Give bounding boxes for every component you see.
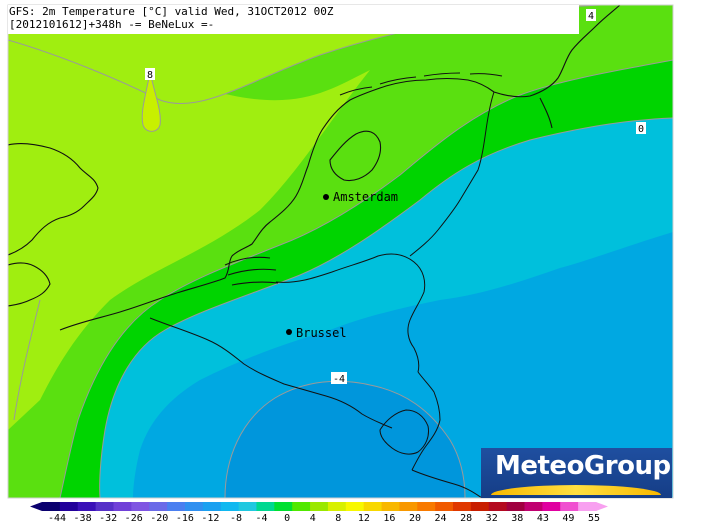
contour-label-minus4: -4 [333, 374, 345, 385]
color-legend [30, 502, 608, 511]
legend-swatch [77, 502, 97, 511]
legend-swatch [488, 502, 508, 511]
legend-swatch [220, 502, 240, 511]
legend-tick-label: -12 [201, 513, 220, 524]
legend-tick-label: 8 [335, 513, 342, 524]
legend-swatch [542, 502, 561, 511]
map-header: GFS: 2m Temperature [°C] valid Wed, 31OC… [8, 5, 579, 34]
legend-tick-label: -20 [150, 513, 169, 524]
logo-text: MeteoGroup [495, 451, 671, 481]
legend-swatch [167, 502, 186, 511]
legend-tick-label: 55 [587, 513, 601, 524]
legend-tick-label: 28 [460, 513, 473, 524]
city-label: Amsterdam [333, 190, 398, 204]
contour-label-8: 8 [147, 70, 153, 81]
legend-swatch [560, 502, 579, 511]
legend-tick-label: 4 [309, 513, 316, 524]
legend-swatch [310, 502, 329, 511]
city-label: Brussel [296, 326, 347, 340]
legend-tick-label: 24 [434, 513, 447, 524]
legend-tick-label: -44 [47, 513, 67, 524]
contour-label-0: 0 [638, 124, 644, 135]
legend-swatch [292, 502, 311, 511]
legend-tick-label: -38 [73, 513, 92, 524]
legend-swatch [381, 502, 400, 511]
legend-swatch [95, 502, 114, 511]
legend-swatch [470, 502, 490, 511]
legend-tick-label: 49 [562, 513, 575, 524]
coastlines [8, 5, 621, 331]
city-marker [286, 329, 292, 335]
legend-swatch [435, 502, 454, 511]
legend-arrow-left [30, 502, 42, 511]
legend-tick-label: -8 [229, 513, 243, 524]
legend-swatch [506, 502, 526, 511]
legend-swatch [42, 502, 61, 511]
legend-tick-label: 38 [511, 513, 524, 524]
zone-8-left-tongue [8, 40, 370, 430]
city-amsterdam: Amsterdam [323, 190, 398, 204]
logo-swoosh [491, 485, 661, 495]
legend-arrow-right [596, 502, 608, 511]
meteogroup-logo: MeteoGroup [481, 448, 672, 498]
contour-label-4: 4 [588, 11, 594, 22]
legend-swatch [578, 502, 597, 511]
legend-swatch [256, 502, 275, 511]
legend-tick-label: 20 [408, 513, 422, 524]
legend-tick-label: 12 [357, 513, 370, 524]
legend-swatch [184, 502, 204, 511]
legend-swatch [113, 502, 132, 511]
legend-tick-label: 16 [383, 513, 396, 524]
borders [149, 91, 495, 498]
legend-tick-label: 0 [284, 513, 291, 524]
legend-tick-label: -26 [124, 513, 143, 524]
legend-swatch [59, 502, 79, 511]
legend-swatch [149, 502, 168, 511]
legend-swatch [131, 502, 150, 511]
header-subtitle: [2012101612]+348h -= BeNeLux =- [9, 18, 215, 31]
legend-swatch [327, 502, 347, 511]
legend-swatch [524, 502, 543, 511]
legend-tick-label: -4 [255, 513, 268, 524]
contour-labels: 8 4 0 -4 [145, 9, 646, 385]
legend-tick-label: 43 [536, 513, 549, 524]
city-brussel: Brussel [286, 326, 347, 340]
legend-tick-label: 32 [485, 513, 498, 524]
legend-swatch [453, 502, 472, 511]
legend-swatch [363, 502, 383, 511]
legend-swatch [399, 502, 418, 511]
contour-8-blob [141, 71, 161, 132]
legend-swatch [238, 502, 257, 511]
legend-swatch [417, 502, 436, 511]
legend-swatch [202, 502, 222, 511]
legend-tick-label: -16 [175, 513, 194, 524]
legend-swatch [345, 502, 365, 511]
legend-swatch [274, 502, 293, 511]
city-marker [323, 194, 329, 200]
legend-tick-label: -32 [99, 513, 118, 524]
legend-labels: -44 -38 -32 -26 -20 -16 -12 -8 -4 0 4 8 12 16 20 24 28 32… [0, 513, 725, 525]
header-title: GFS: 2m Temperature [°C] valid Wed, 31OC… [9, 5, 334, 18]
